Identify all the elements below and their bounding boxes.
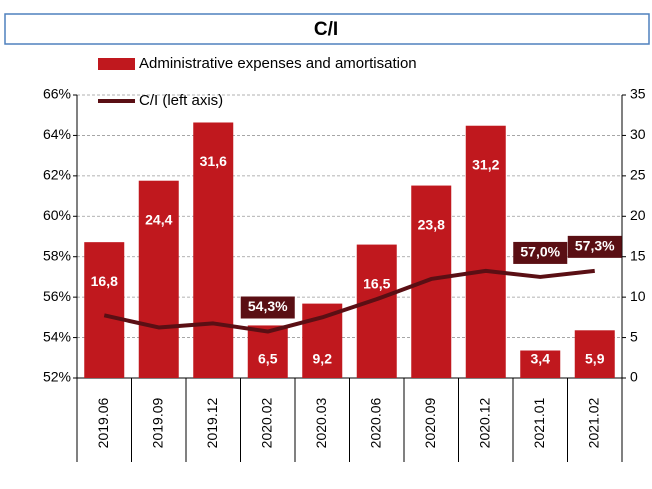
y2-tick-label: 30 [630,126,646,142]
y2-tick-label: 10 [630,288,646,304]
bar [356,244,397,378]
x-tick-label: 2020.03 [313,397,329,448]
bar [193,122,234,379]
bar-value-label: 24,4 [145,211,172,227]
x-tick-label: 2020.12 [476,397,492,448]
value-label-box [513,241,568,264]
bar-value-label: 6,5 [258,351,278,367]
y2-tick-label: 15 [630,247,646,263]
y-tick-label: 62% [43,167,71,183]
x-tick-label: 2019.06 [95,397,111,448]
bar [247,325,288,378]
line-value-label: 57,0% [520,244,560,260]
title-box [4,13,650,45]
x-tick-label: 2021.01 [531,397,547,448]
line [103,268,595,334]
y-tick-label: 56% [43,288,71,304]
y2-tick-label: 20 [630,207,646,223]
bar [411,185,452,378]
bar [84,242,125,378]
y2-tick-label: 5 [630,328,638,344]
legend-label: C/I (left axis) [139,92,223,109]
bar [574,330,615,378]
bar-value-label: 23,8 [418,216,445,232]
bar-value-label: 31,2 [472,156,499,172]
y-tick-label: 66% [43,86,71,102]
bar-value-label: 16,5 [363,275,390,291]
line-value-label: 57,3% [575,238,615,254]
x-tick-label: 2021.02 [585,397,601,448]
x-tick-label: 2020.06 [367,397,383,448]
y-tick-label: 64% [43,126,71,142]
bar-value-label: 3,4 [531,351,551,367]
x-tick-label: 2019.12 [204,397,220,448]
x-tick-label: 2019.09 [149,397,165,448]
bar-value-label: 9,2 [313,351,333,367]
y2-tick-label: 0 [630,369,638,385]
x-tick-label: 2020.09 [422,397,438,448]
bar [465,125,506,379]
y2-tick-label: 35 [630,86,646,102]
x-tick-label: 2020.02 [258,397,274,448]
y-tick-label: 58% [43,247,71,263]
legend-swatch [98,58,135,70]
y-tick-label: 52% [43,369,71,385]
y-tick-label: 60% [43,207,71,223]
line-value-label: 54,3% [248,298,288,314]
y-tick-label: 54% [43,328,71,344]
bar-value-label: 5,9 [585,351,605,367]
chart-title: C/I [314,19,338,40]
bar-value-label: 31,6 [200,153,227,169]
bar-value-label: 16,8 [91,273,118,289]
value-label-box [240,296,295,319]
y2-tick-label: 25 [630,167,646,183]
bar [138,180,179,378]
legend-label: Administrative expenses and amortisation [139,55,417,72]
value-label-box [567,235,622,258]
bar [520,350,561,378]
